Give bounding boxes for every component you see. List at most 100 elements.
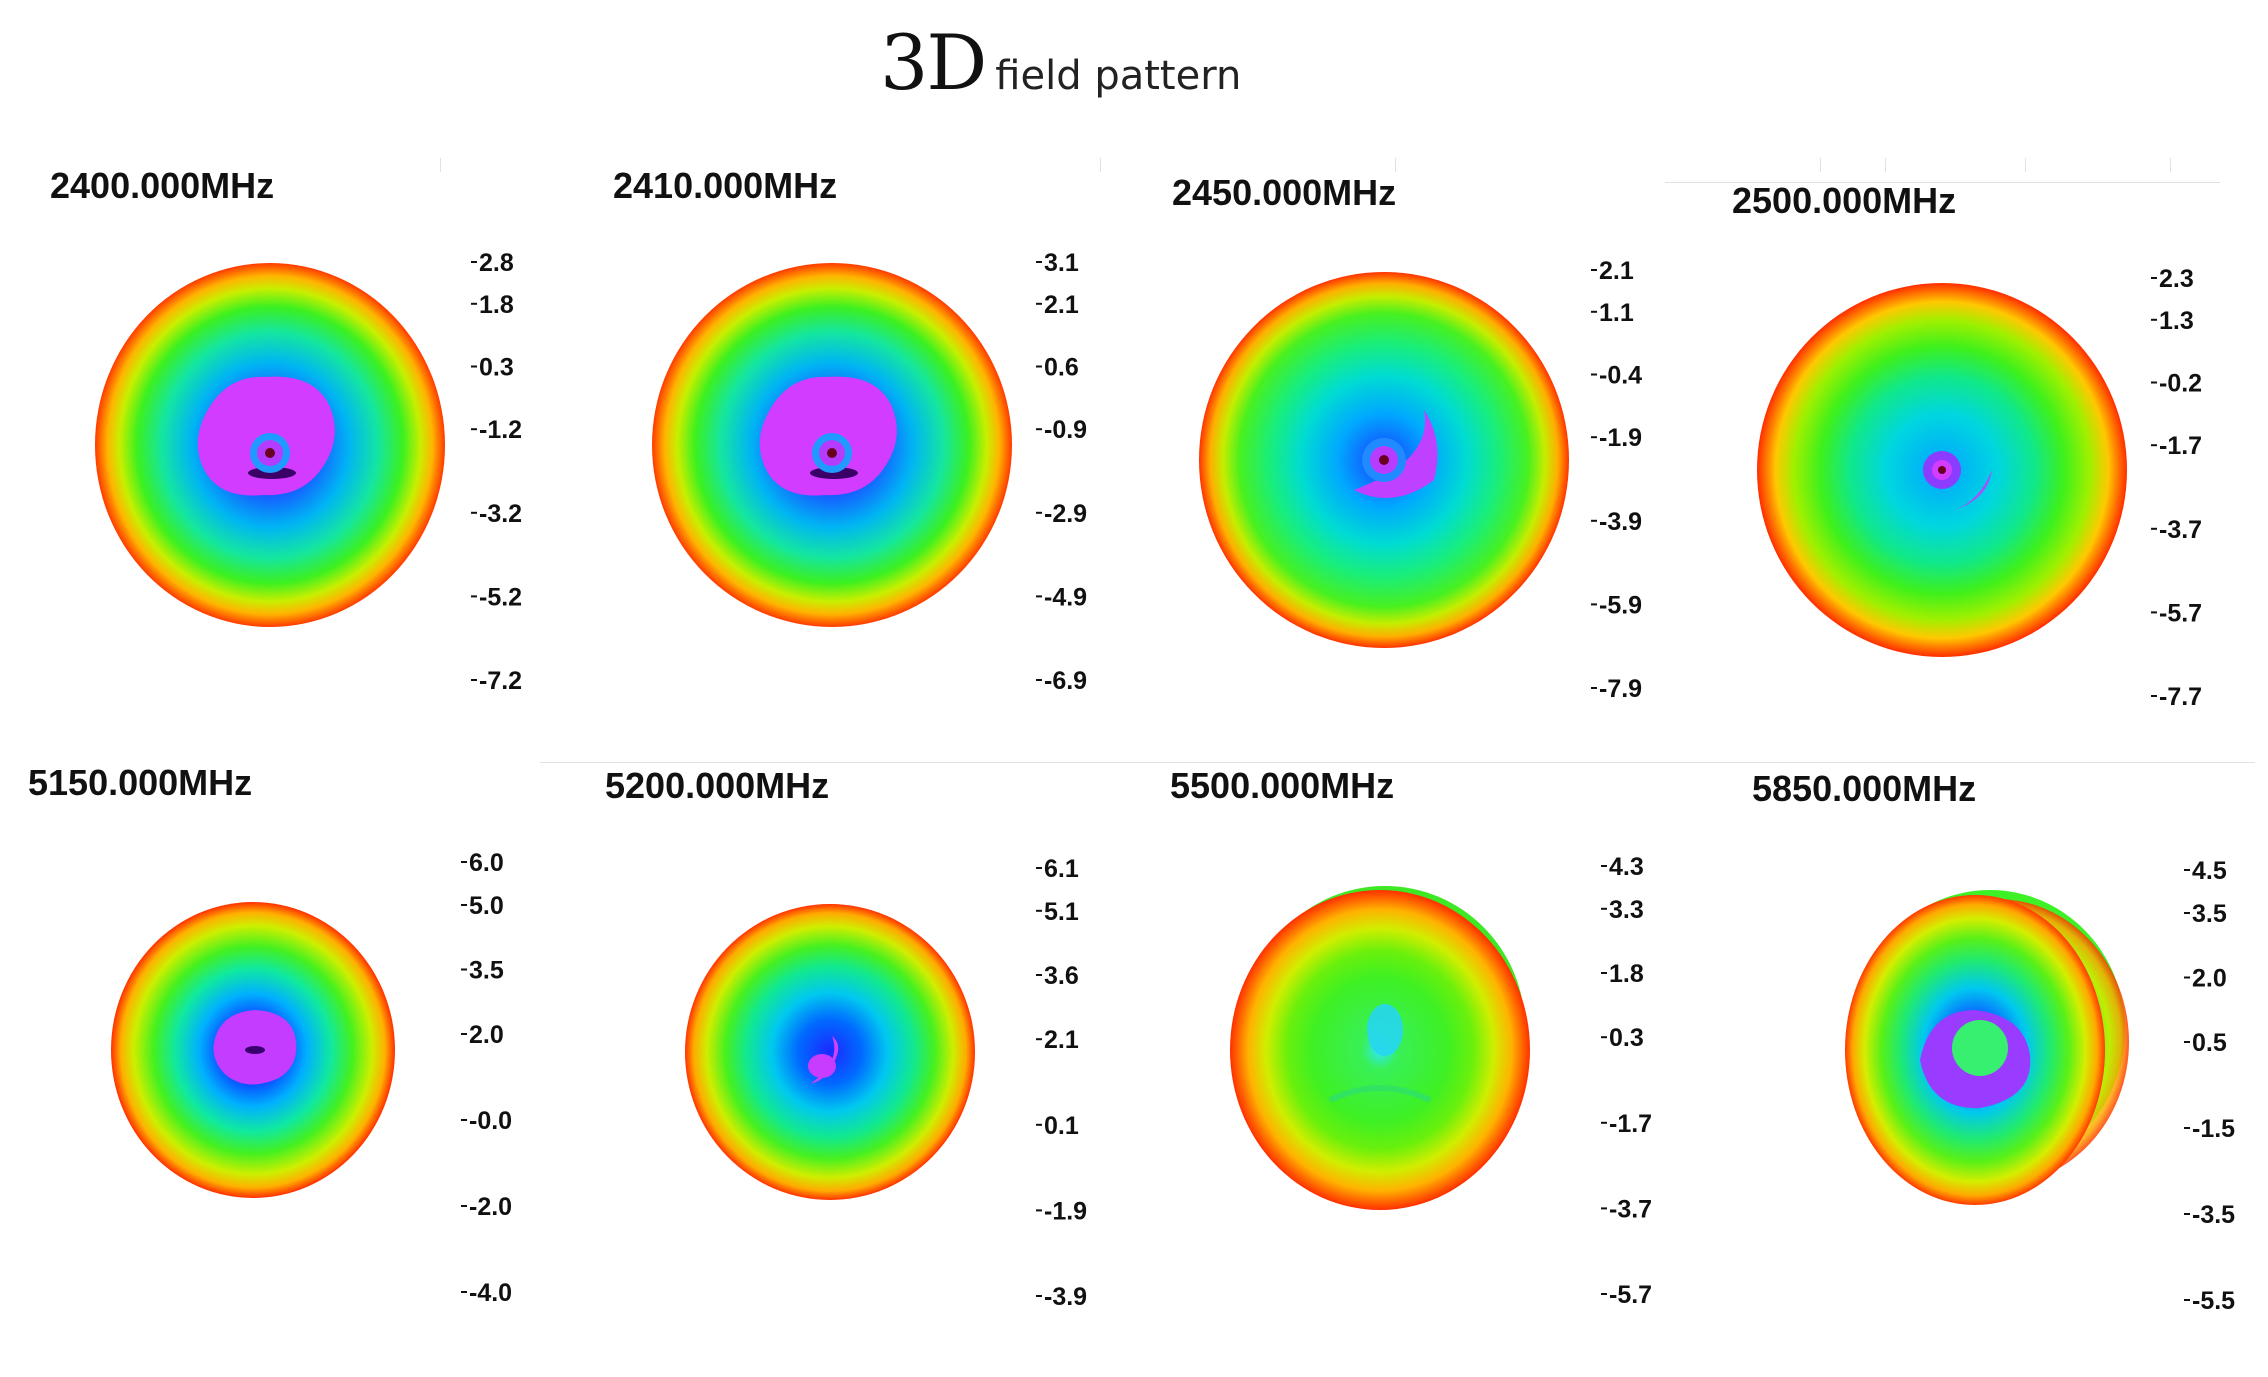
colorbar-5: 6.0 5.0 3.5 2.0 -0.0 -2.0 -4.0 — [437, 849, 512, 1307]
pattern-core-dot — [245, 1046, 265, 1054]
colorbar-tick-label: -4.9 — [1044, 583, 1087, 611]
colorbar-tick-label: 2.0 — [469, 1021, 504, 1049]
pattern-core-dot — [827, 448, 837, 458]
pattern-contour — [1328, 1085, 1432, 1103]
colorbar-gradient — [2127, 278, 2151, 696]
colorbar-gradient — [447, 262, 471, 680]
frequency-label: 2450.000MHz — [1172, 172, 1397, 213]
pattern-panel-8 — [1845, 890, 2129, 1205]
colorbar-tick-label: 1.8 — [1609, 960, 1644, 988]
colorbar-gradient — [1012, 262, 1036, 680]
pattern-panel-7 — [1230, 886, 1530, 1210]
colorbar-tick-label: -7.2 — [479, 667, 522, 695]
faint-tick — [1820, 158, 1821, 172]
frequency-label: 5150.000MHz — [28, 762, 253, 803]
colorbar-tick-label: -1.9 — [1599, 424, 1642, 452]
colorbar-tick-label: 3.5 — [2192, 900, 2227, 928]
colorbar-tick-label: 5.0 — [469, 892, 504, 920]
colorbar-tick-label: -5.7 — [1609, 1281, 1652, 1309]
colorbar-tick-label: 6.0 — [469, 849, 504, 877]
colorbar-gradient — [1567, 270, 1591, 688]
colorbar-8: 4.5 3.5 2.0 0.5 -1.5 -3.5 -5.5 — [2160, 857, 2235, 1315]
colorbar-tick-label: 0.6 — [1044, 354, 1079, 382]
faint-divider — [540, 762, 2255, 763]
frequency-label: 2410.000MHz — [613, 165, 838, 206]
colorbar-tick-label: -3.5 — [2192, 1201, 2235, 1229]
colorbar-tick-label: 1.1 — [1599, 299, 1634, 327]
colorbar-tick-label: 0.5 — [2192, 1029, 2227, 1057]
colorbar-7: 4.3 3.3 1.8 0.3 -1.7 -3.7 -5.7 — [1577, 853, 1652, 1309]
colorbar-tick-label: -5.2 — [479, 583, 522, 611]
colorbar-tick-label: 2.1 — [1044, 1026, 1079, 1054]
colorbar-gradient — [1012, 868, 1036, 1296]
colorbar-tick-label: -6.9 — [1044, 667, 1087, 695]
colorbar-tick-label: 2.1 — [1599, 257, 1634, 285]
colorbar-4: 2.3 1.3 -0.2 -1.7 -3.7 -5.7 -7.7 — [2127, 265, 2202, 711]
colorbar-tick-label: -7.7 — [2159, 683, 2202, 711]
frequency-label: 5500.000MHz — [1170, 765, 1395, 806]
colorbar-tick-label: 3.5 — [469, 957, 504, 985]
colorbar-tick-label: 4.5 — [2192, 857, 2227, 885]
colorbar-tick-label: -5.7 — [2159, 599, 2202, 627]
colorbar-gradient — [2160, 870, 2184, 1300]
colorbar-tick-label: -1.9 — [1044, 1197, 1087, 1225]
pattern-core-dot — [1938, 466, 1946, 474]
colorbar-1: 2.8 1.8 0.3 -1.2 -3.2 -5.2 -7.2 — [447, 249, 522, 695]
pattern-core — [1367, 1004, 1403, 1056]
colorbar-tick-label: 1.3 — [2159, 307, 2194, 335]
colorbar-tick-label: 2.3 — [2159, 265, 2194, 293]
colorbar-3: 2.1 1.1 -0.4 -1.9 -3.9 -5.9 -7.9 — [1567, 257, 1642, 703]
colorbar-gradient — [437, 862, 461, 1292]
pattern-panel-3 — [1199, 272, 1569, 648]
colorbar-gradient — [1577, 866, 1601, 1294]
faint-divider — [1665, 182, 2220, 183]
colorbar-tick-label: -4.0 — [469, 1279, 512, 1307]
colorbar-tick-label: -3.9 — [1044, 1283, 1087, 1311]
page-title-sub: field pattern — [995, 53, 1242, 99]
faint-tick — [2170, 158, 2171, 172]
colorbar-tick-label: -2.9 — [1044, 500, 1087, 528]
pattern-panel-5 — [111, 902, 395, 1198]
colorbar-tick-label: -3.7 — [1609, 1195, 1652, 1223]
colorbar-tick-label: -3.2 — [479, 500, 522, 528]
faint-tick — [1395, 158, 1396, 172]
colorbar-tick-label: -1.5 — [2192, 1115, 2235, 1143]
colorbar-tick-label: 0.3 — [479, 354, 514, 382]
colorbar-tick-label: 3.1 — [1044, 249, 1079, 277]
colorbar-tick-label: 2.1 — [1044, 291, 1079, 319]
colorbar-tick-label: 4.3 — [1609, 853, 1644, 881]
colorbar-tick-label: 2.8 — [479, 249, 514, 277]
frequency-label: 2500.000MHz — [1732, 180, 1957, 221]
colorbar-tick-label: -1.7 — [1609, 1110, 1652, 1138]
colorbar-tick-label: -1.7 — [2159, 432, 2202, 460]
frequency-label: 2400.000MHz — [50, 165, 275, 206]
colorbar-tick-label: -3.9 — [1599, 508, 1642, 536]
colorbar-tick-label: -3.7 — [2159, 516, 2202, 544]
pattern-core-dot — [1379, 455, 1389, 465]
pattern-panel-2 — [652, 263, 1012, 627]
colorbar-tick-label: -0.4 — [1599, 362, 1642, 390]
frequency-label: 5200.000MHz — [605, 765, 830, 806]
colorbar-tick-label: 3.6 — [1044, 962, 1079, 990]
pattern-core — [808, 1054, 836, 1078]
colorbar-tick-label: -1.2 — [479, 416, 522, 444]
colorbar-tick-label: -5.5 — [2192, 1287, 2235, 1315]
colorbar-tick-label: 0.1 — [1044, 1112, 1079, 1140]
colorbar-tick-label: 2.0 — [2192, 965, 2227, 993]
colorbar-tick-label: -5.9 — [1599, 591, 1642, 619]
pattern-panel-1 — [95, 263, 445, 627]
faint-tick — [2025, 158, 2026, 172]
colorbar-tick-label: 6.1 — [1044, 855, 1079, 883]
frequency-label: 5850.000MHz — [1752, 768, 1977, 809]
colorbar-tick-label: -0.0 — [469, 1107, 512, 1135]
colorbar-2: 3.1 2.1 0.6 -0.9 -2.9 -4.9 -6.9 — [1012, 249, 1087, 695]
pattern-core — [1952, 1020, 2008, 1076]
faint-tick — [1100, 158, 1101, 172]
colorbar-6: 6.1 5.1 3.6 2.1 0.1 -1.9 -3.9 — [1012, 855, 1087, 1311]
pattern-panel-6 — [685, 904, 975, 1200]
pattern-core-dot — [265, 448, 275, 458]
page-title-main: 3D — [880, 18, 987, 107]
colorbar-tick-label: -0.2 — [2159, 370, 2202, 398]
colorbar-tick-label: 1.8 — [479, 291, 514, 319]
